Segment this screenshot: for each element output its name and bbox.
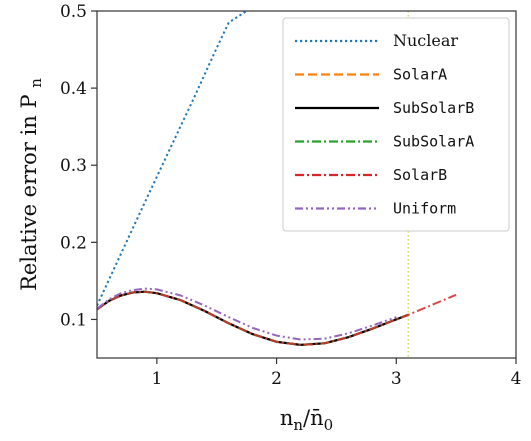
plot-area — [97, 11, 457, 358]
legend-label-nuclear: Nuclear — [393, 31, 458, 50]
y-tick-label: 0.1 — [60, 310, 87, 330]
legend: Nuclear SolarA SubSolarB SubSolarA SolarB Uni… — [282, 17, 510, 232]
series-line-subsolarb — [97, 290, 409, 346]
x-tick-label: 1 — [151, 369, 162, 389]
series-line-subsolara — [97, 290, 409, 346]
y-tick-label: 0.2 — [60, 233, 87, 253]
series-line-nuclear — [97, 11, 248, 307]
x-tick-label: 3 — [391, 369, 402, 389]
series-line-uniform — [97, 287, 397, 341]
series-line-solara — [97, 290, 409, 346]
series-line-solarb — [97, 290, 457, 346]
legend-label-solarb: SolarB — [393, 166, 447, 184]
plot-frame — [96, 10, 517, 359]
x-tick-label: 2 — [271, 369, 282, 389]
x-axis-label: nn/n̄0 — [280, 406, 333, 434]
y-tick-label: 0.5 — [60, 2, 87, 22]
legend-label-subsolara: SubSolarA — [393, 133, 474, 151]
legend-items: Nuclear SolarA SubSolarB SubSolarA SolarB Uni… — [295, 31, 474, 218]
axis-ticks: 1 2 3 4 0.1 0.2 0.3 0.4 0.5 — [60, 2, 521, 389]
legend-label-uniform: Uniform — [393, 200, 456, 218]
legend-box — [282, 17, 510, 232]
y-tick-label: 0.3 — [60, 156, 87, 176]
x-tick-label: 4 — [511, 369, 522, 389]
y-tick-label: 0.4 — [60, 79, 87, 99]
legend-label-solara: SolarA — [393, 66, 447, 84]
legend-label-subsolarb: SubSolarB — [393, 99, 474, 117]
y-axis-label: Relative error in P n — [17, 78, 45, 291]
